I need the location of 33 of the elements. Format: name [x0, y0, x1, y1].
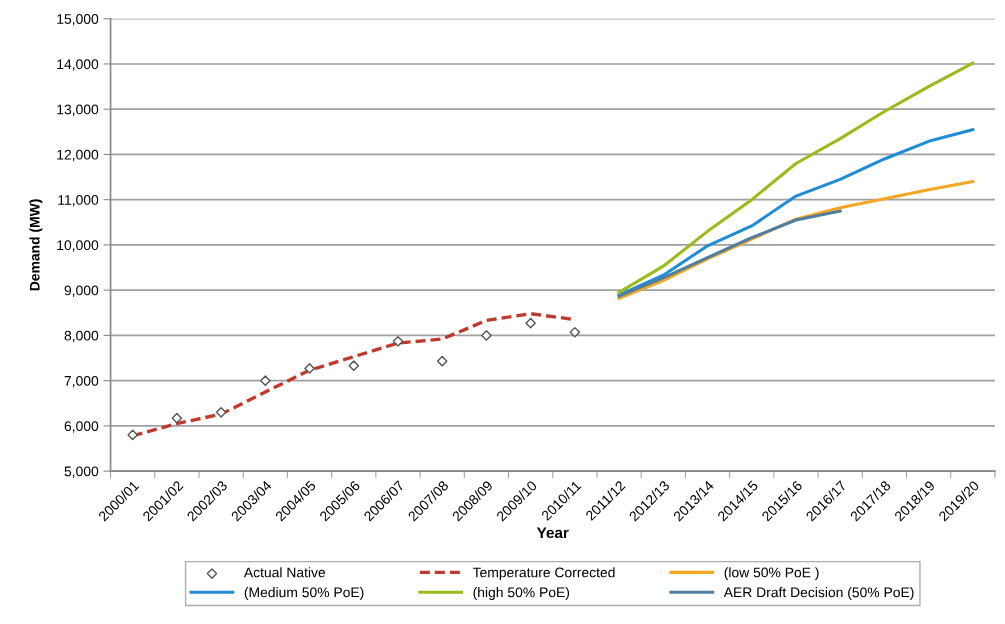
- y-tick-label: 10,000: [57, 240, 99, 252]
- legend-label: (high 50% PoE): [473, 587, 570, 600]
- legend-label: (low 50% PoE ): [724, 567, 819, 581]
- point: [304, 363, 315, 374]
- point: [215, 407, 227, 418]
- y-axis-title: Demand (MW): [29, 199, 43, 291]
- line-series: [617, 128, 975, 297]
- point: [348, 360, 360, 372]
- point: [127, 429, 138, 441]
- point: [171, 412, 183, 424]
- y-tick-label: 6,000: [64, 421, 99, 433]
- legend-label: Temperature Corrected: [472, 567, 615, 581]
- y-tick-label: 13,000: [57, 104, 99, 117]
- point: [525, 317, 536, 329]
- y-tick-label: 14,000: [57, 59, 99, 71]
- y-tick-label: 12,000: [57, 149, 99, 162]
- y-tick-label: 11,000: [58, 195, 99, 207]
- line-series: [617, 209, 842, 298]
- legend-label: Actual Native: [243, 567, 326, 578]
- point: [569, 326, 581, 338]
- point: [436, 355, 448, 367]
- point: [481, 330, 492, 341]
- point: [392, 335, 404, 347]
- y-tick-label: 9,000: [64, 285, 99, 297]
- point: [260, 375, 271, 386]
- y-tick-label: 15,000: [57, 14, 99, 26]
- x-axis-title: Year: [536, 527, 569, 539]
- y-tick-label: 5,000: [64, 466, 99, 478]
- legend-label: AER Draft Decision (50% PoE): [723, 587, 914, 600]
- y-tick-label: 8,000: [64, 330, 99, 343]
- line-series: [617, 61, 975, 294]
- y-tick-label: 7,000: [64, 375, 99, 388]
- legend-label: (Medium 50% PoE): [244, 587, 364, 600]
